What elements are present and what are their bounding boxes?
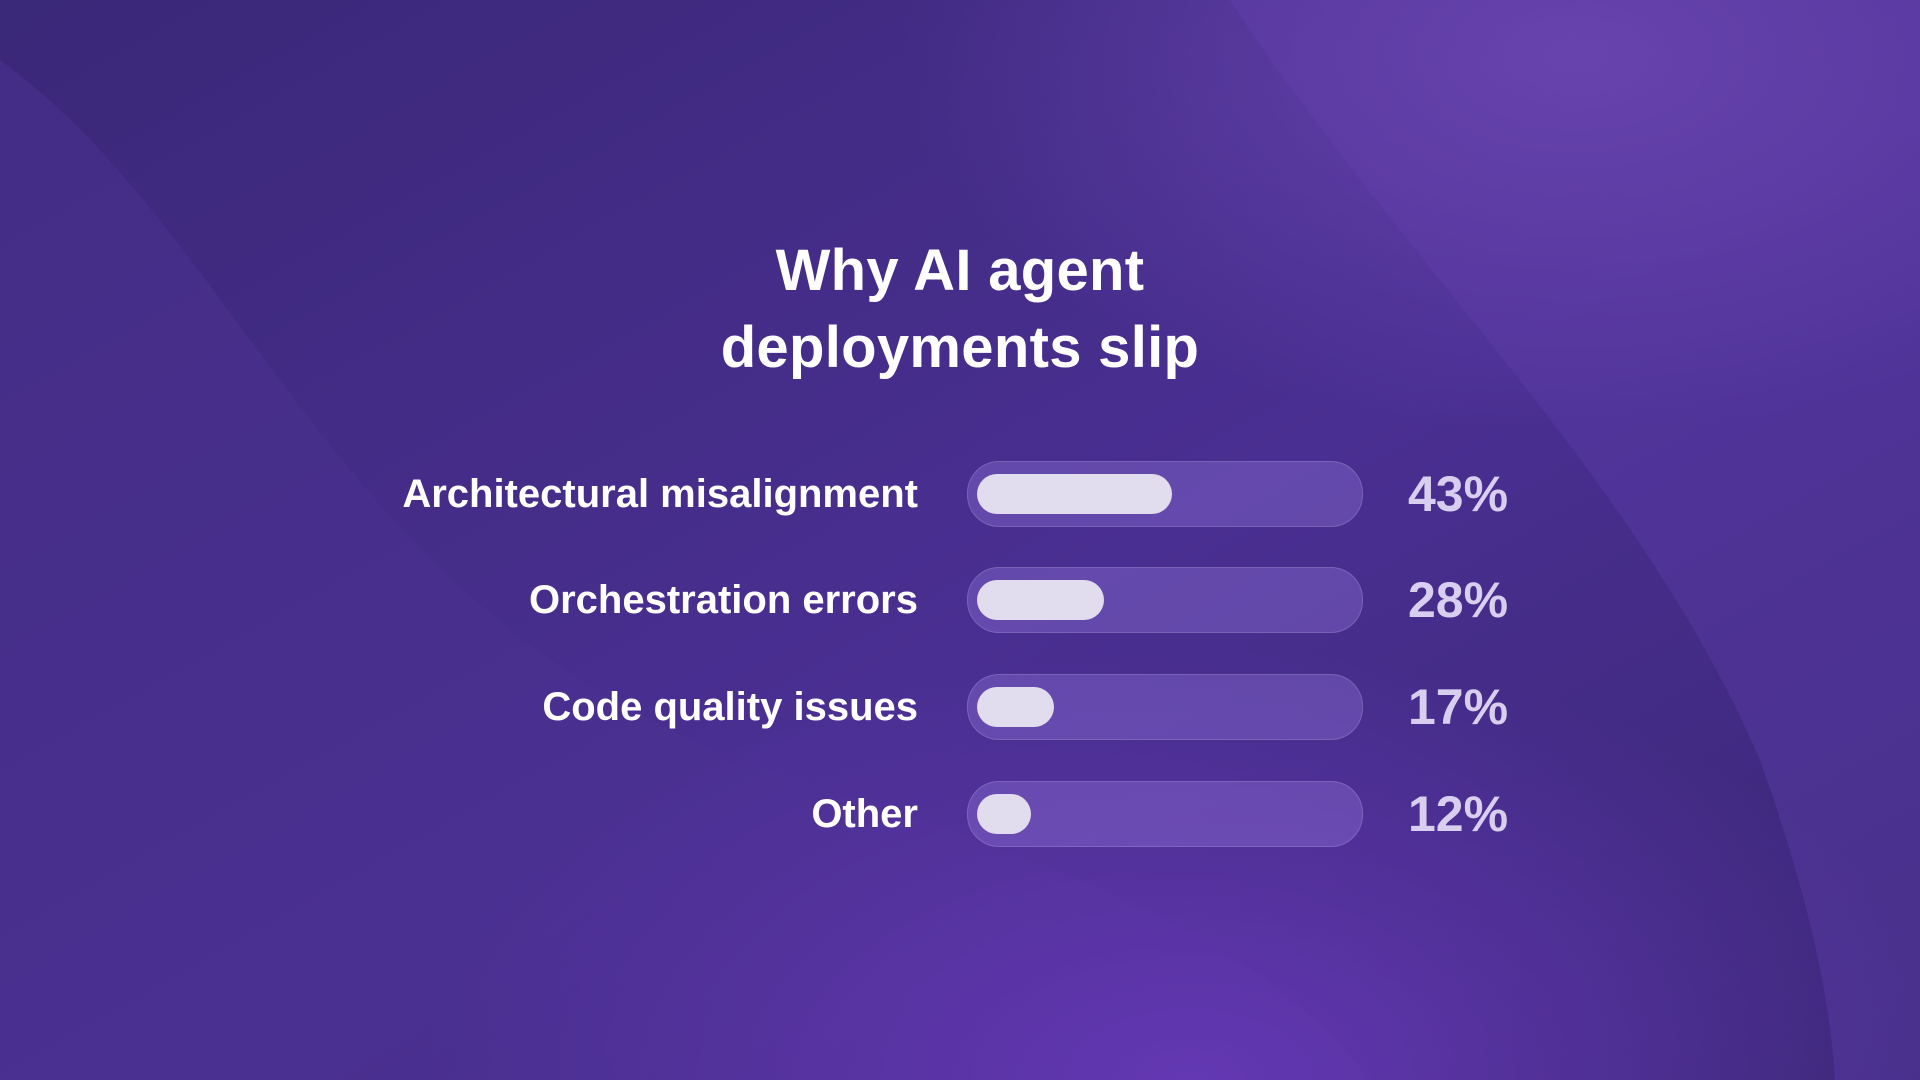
- bar-track: [967, 674, 1363, 740]
- bar-category-label: Code quality issues: [542, 685, 918, 729]
- bar-fill: [977, 474, 1172, 514]
- bar-track: [967, 567, 1363, 633]
- bar-row: Code quality issues 17%: [0, 674, 1920, 740]
- bar-category-label: Architectural misalignment: [402, 472, 918, 516]
- bar-fill: [977, 687, 1054, 727]
- bar-category-label: Other: [811, 792, 918, 836]
- bar-value-label: 28%: [1408, 572, 1509, 628]
- chart-title-line-2: deployments slip: [720, 315, 1200, 380]
- chart-title: Why AI agent deployments slip: [0, 232, 1920, 386]
- bar-fill: [977, 580, 1104, 620]
- bar-value-label: 43%: [1408, 466, 1509, 522]
- bar-track: [967, 781, 1363, 847]
- bar-fill: [977, 794, 1031, 834]
- bar-category-label: Orchestration errors: [528, 578, 918, 622]
- chart-title-line-1: Why AI agent: [775, 238, 1145, 303]
- bar-row: Orchestration errors 28%: [0, 567, 1920, 633]
- bar-value-label: 17%: [1408, 679, 1509, 735]
- bar-row: Other 12%: [0, 781, 1920, 847]
- bar-row: Architectural misalignment 43%: [0, 461, 1920, 527]
- bar-track: [967, 461, 1363, 527]
- bar-value-label: 12%: [1408, 786, 1509, 842]
